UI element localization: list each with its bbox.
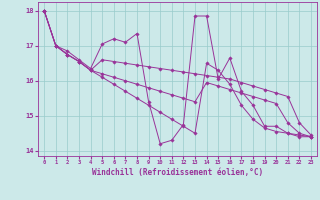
X-axis label: Windchill (Refroidissement éolien,°C): Windchill (Refroidissement éolien,°C) (92, 168, 263, 177)
